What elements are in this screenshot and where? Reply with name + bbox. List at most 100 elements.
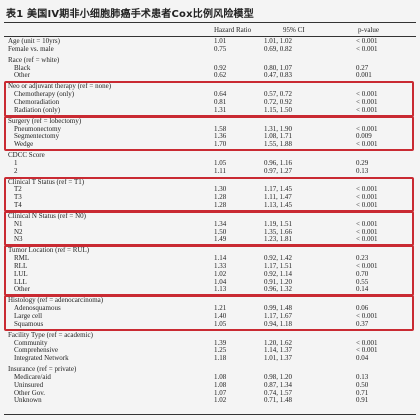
hazard-ratio-cell: 1.02 <box>214 396 227 405</box>
p-value-cell: 0.13 <box>356 372 369 381</box>
table-row: Chemoradiation 0.81 0.72, 0.92 < 0.001 <box>0 97 420 107</box>
ci-cell: 1.19, 1.51 <box>264 219 292 228</box>
table-row: Segmentectomy 1.36 1.08, 1.71 0.009 <box>0 133 420 141</box>
row-label: N2 <box>14 227 23 236</box>
table-body: Age (unit = 10yrs) 1.01 1.01, 1.02 < 0.001 F… <box>0 37 420 405</box>
ci-cell: 1.14, 1.37 <box>264 346 292 355</box>
table-row: N1 1.34 1.19, 1.51 < 0.001 <box>0 219 420 229</box>
group-header-row: Clinical T Status (ref = T1) <box>0 177 420 187</box>
row-label: Chemotherapy (only) <box>14 90 75 99</box>
row-label: Histology (ref = adenocarcinoma) <box>8 296 104 305</box>
row-label: Integrated Network <box>14 354 69 363</box>
row-label: RML <box>14 254 30 263</box>
hazard-ratio-cell: 1.07 <box>214 388 227 397</box>
row-label: Adenosquamous <box>14 304 61 313</box>
ci-cell: 0.92, 1.14 <box>264 269 292 278</box>
p-value-cell: 0.37 <box>356 319 369 328</box>
table-row: Uninsured 1.08 0.87, 1.34 0.50 <box>0 380 420 390</box>
table-row: RLL 1.33 1.17, 1.51 < 0.001 <box>0 262 420 271</box>
ci-cell: 1.55, 1.88 <box>264 140 292 149</box>
p-value-cell: 0.23 <box>356 254 369 263</box>
hazard-ratio-cell: 0.64 <box>214 90 227 99</box>
p-value-cell: < 0.001 <box>356 140 378 149</box>
table-row: Squamous 1.05 0.94, 1.18 0.37 <box>0 319 420 329</box>
table-row: Wedge 1.70 1.55, 1.88 < 0.001 <box>0 140 420 149</box>
table-row: Integrated Network 1.18 1.01, 1.37 0.04 <box>0 354 420 363</box>
table-row: Other Gov. 1.07 0.74, 1.57 0.71 <box>0 388 420 398</box>
table-row: Chemotherapy (only) 0.64 0.57, 0.72 < 0.001 <box>0 90 420 99</box>
row-label: CDCC Score <box>8 151 45 160</box>
hazard-ratio-cell: 1.05 <box>214 319 227 328</box>
ci-cell: 0.98, 1.20 <box>264 372 292 381</box>
row-label: Facility Type (ref = academic) <box>8 330 93 339</box>
hazard-ratio-cell: 1.36 <box>214 132 227 141</box>
ci-cell: 0.69, 0.82 <box>264 44 292 53</box>
row-label: N3 <box>14 235 23 244</box>
table-row: 1 1.05 0.96, 1.16 0.29 <box>0 158 420 168</box>
p-value-cell: < 0.001 <box>356 124 378 133</box>
row-label: Clinical T Status (ref = T1) <box>8 177 85 186</box>
table-row: Large cell 1.40 1.17, 1.67 < 0.001 <box>0 312 420 321</box>
ci-cell: 0.91, 1.20 <box>264 277 292 286</box>
table-row: Age (unit = 10yrs) 1.01 1.01, 1.02 < 0.001 <box>0 37 420 46</box>
table-row: T4 1.28 1.13, 1.45 < 0.001 <box>0 201 420 210</box>
row-label: Community <box>14 338 48 347</box>
group-header-row: Neo or adjuvant therapy (ref = none) <box>0 83 420 91</box>
row-label: Age (unit = 10yrs) <box>8 37 60 45</box>
p-value-cell: < 0.001 <box>356 193 378 202</box>
p-value-cell: < 0.001 <box>356 227 378 236</box>
p-value-cell: 0.70 <box>356 269 369 278</box>
hazard-ratio-cell: 1.49 <box>214 235 227 244</box>
row-label: T4 <box>14 201 22 210</box>
p-value-cell: < 0.001 <box>356 235 378 244</box>
hazard-ratio-cell: 1.01 <box>214 37 227 45</box>
ci-cell: 1.01, 1.02 <box>264 37 292 45</box>
table-row: RML 1.14 0.92, 1.42 0.23 <box>0 254 420 263</box>
ci-cell: 1.31, 1.90 <box>264 124 292 133</box>
row-label: 2 <box>14 166 18 175</box>
table-row: Other 0.62 0.47, 0.83 0.001 <box>0 72 420 80</box>
hazard-ratio-cell: 1.28 <box>214 193 227 202</box>
row-label: Pneumonectomy <box>14 124 62 133</box>
p-value-cell: 0.14 <box>356 285 369 294</box>
group-header-row: CDCC Score <box>0 151 420 160</box>
header-rule <box>4 36 416 37</box>
p-value-cell: < 0.001 <box>356 312 378 320</box>
p-value-cell: 0.009 <box>356 132 372 141</box>
hazard-ratio-cell: 1.21 <box>214 304 227 313</box>
group-header-row: Tumor Location (ref = RUL) <box>0 247 420 255</box>
p-value-cell: 0.06 <box>356 304 369 313</box>
ci-cell: 0.92, 1.42 <box>264 254 292 263</box>
row-label: Clinical N Status (ref = N0) <box>8 212 87 221</box>
ci-cell: 1.23, 1.81 <box>264 235 292 244</box>
p-value-cell: 0.29 <box>356 158 369 167</box>
ci-cell: 0.97, 1.27 <box>264 166 292 175</box>
group-header-row: Insurance (ref = private) <box>0 365 420 374</box>
ci-cell: 0.57, 0.72 <box>264 90 292 99</box>
hazard-ratio-cell: 1.30 <box>214 185 227 194</box>
p-value-cell: < 0.001 <box>356 262 378 271</box>
row-label: Surgery (ref = lobectomy) <box>8 116 82 125</box>
header-95-ci: 95% CI <box>283 26 305 34</box>
row-label: Squamous <box>14 319 44 328</box>
row-label: Other <box>14 285 30 294</box>
table-row: N3 1.49 1.23, 1.81 < 0.001 <box>0 236 420 244</box>
p-value-cell: < 0.001 <box>356 338 378 347</box>
ci-cell: 0.96, 1.16 <box>264 158 292 167</box>
hazard-ratio-cell: 0.75 <box>214 44 227 53</box>
ci-cell: 1.08, 1.71 <box>264 132 292 141</box>
row-label: Black <box>14 63 31 72</box>
hazard-ratio-cell: 0.81 <box>214 97 227 106</box>
table-row: LUL 1.02 0.92, 1.14 0.70 <box>0 269 420 279</box>
hazard-ratio-cell: 0.62 <box>214 71 227 80</box>
group-header-row: Facility Type (ref = academic) <box>0 330 420 340</box>
p-value-cell: < 0.001 <box>356 97 378 106</box>
hazard-ratio-cell: 1.34 <box>214 219 227 228</box>
ci-cell: 1.35, 1.66 <box>264 227 292 236</box>
ci-cell: 0.80, 1.07 <box>264 63 292 72</box>
ci-cell: 1.13, 1.45 <box>264 201 292 210</box>
ci-cell: 0.47, 0.83 <box>264 71 292 80</box>
row-label: Uninsured <box>14 380 44 389</box>
ci-cell: 0.71, 1.48 <box>264 396 292 405</box>
